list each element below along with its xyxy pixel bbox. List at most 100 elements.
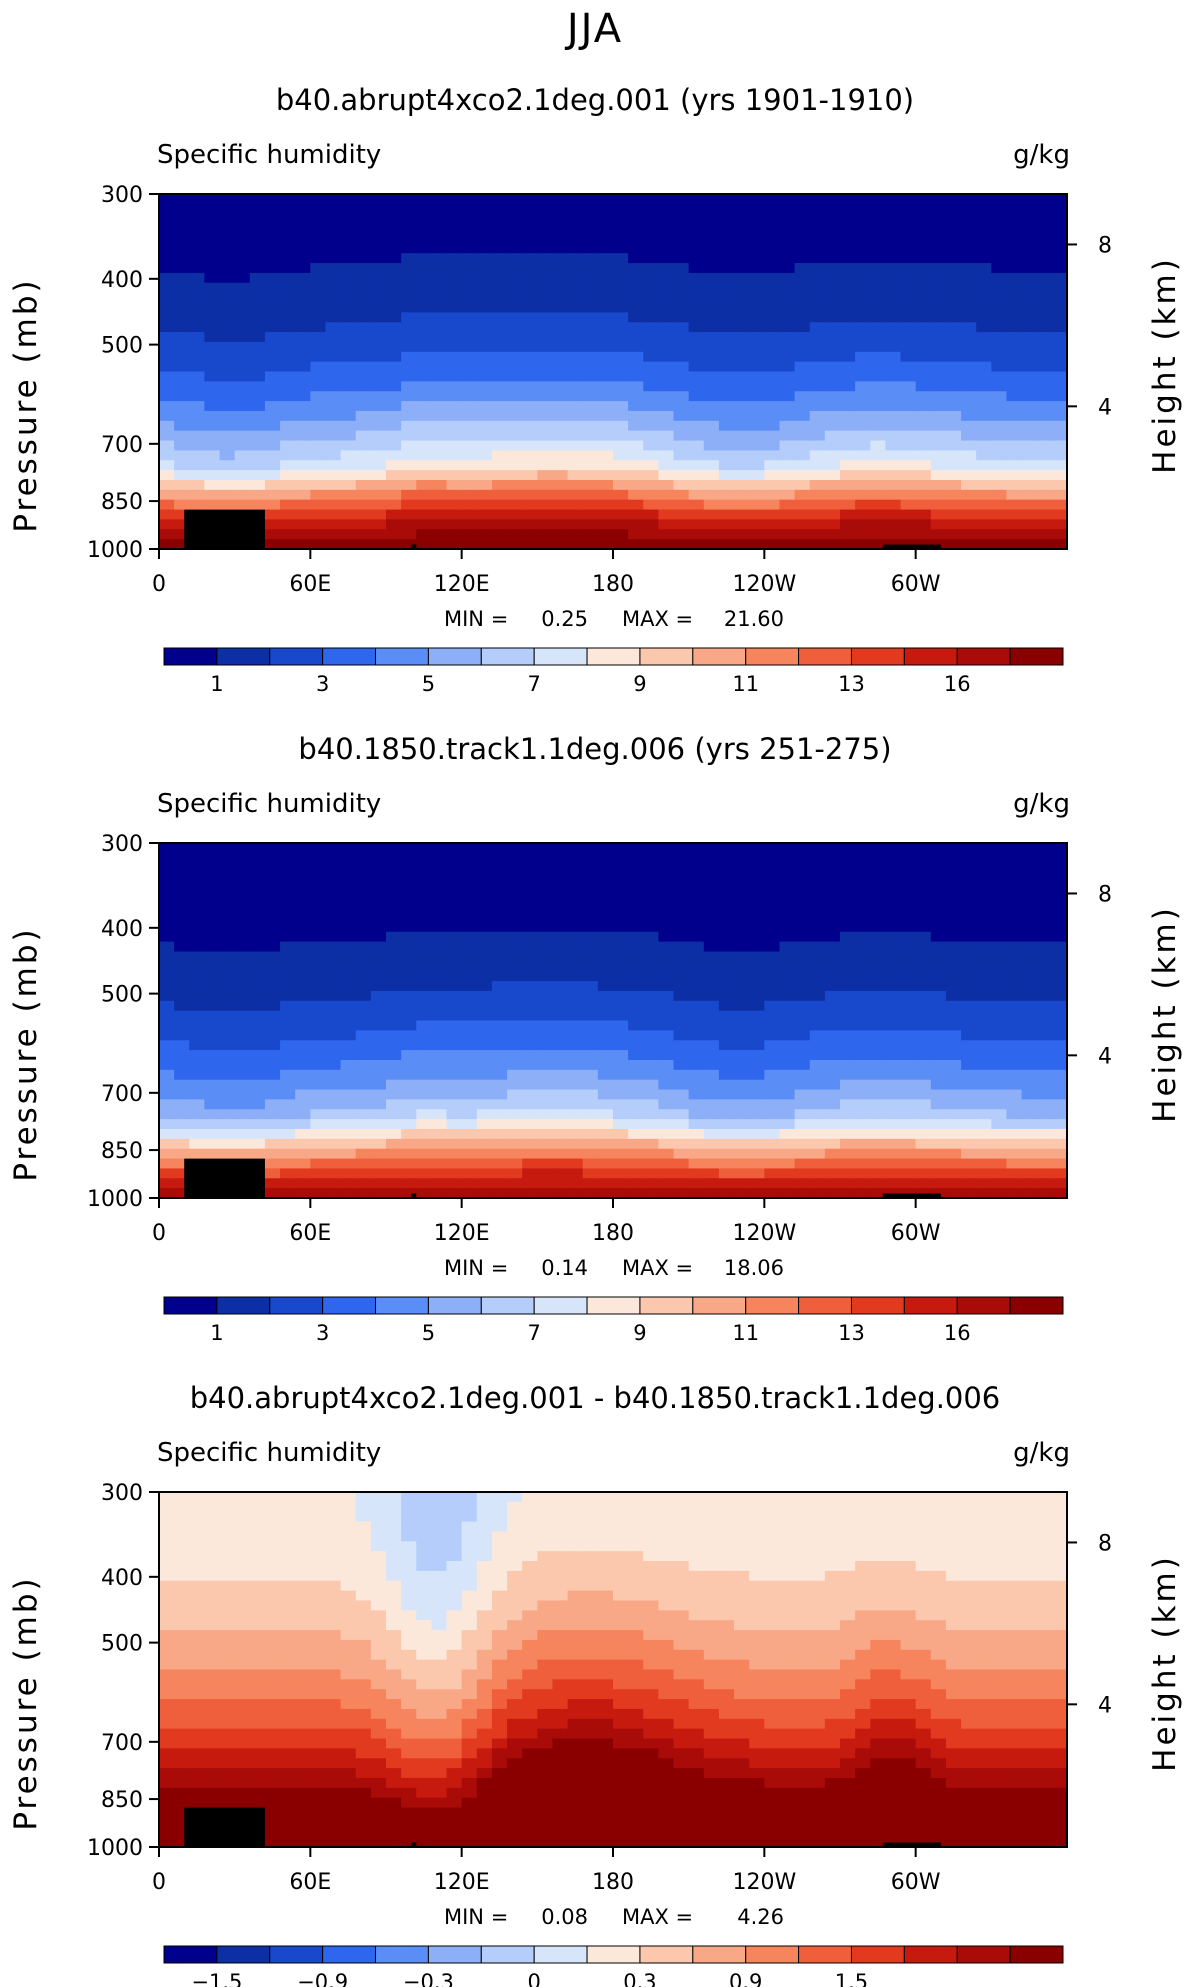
contour-cell [900,391,917,402]
contour-cell [189,450,205,461]
contour-cell [280,1699,296,1710]
contour-cell [507,1099,523,1110]
contour-cell [915,941,932,953]
contour-cell [537,862,554,874]
contour-cell [522,1059,538,1071]
contour-cell [234,852,251,864]
contour-cell [976,499,992,511]
contour-cell [976,479,992,491]
contour-cell [204,282,221,294]
contour-cell [189,263,205,274]
contour-cell [355,440,372,451]
contour-cell [491,410,508,422]
contour-cell [688,341,705,353]
contour-cell [159,223,175,235]
contour-cell [174,1837,190,1848]
contour-cell [219,1679,236,1690]
y-tick-label: 850 [101,1139,143,1164]
contour-cell [325,282,342,294]
contour-cell [840,272,856,284]
contour-cell [794,223,811,235]
contour-cell [370,872,387,884]
contour-cell [295,892,311,903]
contour-cell [189,1069,205,1081]
contour-cell [567,410,584,422]
contour-cell [840,450,856,461]
contour-cell [370,1679,387,1690]
contour-cell [870,223,886,235]
contour-cell [219,951,236,962]
contour-cell [961,243,977,254]
contour-cell [431,862,448,874]
contour-cell [915,401,932,412]
contour-cell [355,529,372,540]
contour-cell [734,302,750,313]
contour-cell [370,921,387,933]
contour-cell [204,292,221,304]
contour-cell [688,539,705,550]
contour-cell [325,1620,342,1631]
contour-cell [613,892,629,903]
contour-cell [1036,519,1053,530]
contour-cell [280,872,296,884]
contour-cell [552,961,569,972]
contour-cell [628,941,644,953]
contour-cell [688,203,705,215]
contour-cell [189,420,205,432]
contour-cell [870,341,886,353]
contour-cell [507,1059,523,1071]
contour-cell [870,381,886,392]
contour-cell [855,282,871,294]
contour-cell [945,1079,962,1091]
contour-cell [779,420,796,432]
contour-cell [1036,852,1053,864]
contour-cell [325,1590,342,1602]
contour-cell [597,440,614,451]
contour-cell [219,1590,236,1602]
contour-cell [174,1748,190,1759]
contour-cell [1006,272,1023,284]
contour-cell [355,981,372,992]
contour-cell [779,892,796,903]
contour-cell [552,194,569,205]
contour-cell [991,1010,1008,1022]
panel-1: b40.abrupt4xco2.1deg.001 (yrs 1901-1910)… [8,83,1183,696]
contour-cell [976,233,992,244]
contour-cell [295,1590,311,1602]
contour-cell [1006,519,1023,530]
contour-cell [673,519,690,530]
contour-cell [809,341,826,353]
contour-cell [264,1000,281,1012]
contour-cell [189,1059,205,1071]
contour-cell [264,1590,281,1602]
contour-cell [794,420,811,432]
contour-cell [945,1109,962,1120]
contour-cell [234,430,251,442]
contour-cell [658,882,675,893]
contour-cell [567,391,584,402]
contour-cell [295,1570,311,1582]
contour-cell [204,470,221,481]
contour-cell [764,322,781,333]
contour-cell [370,1010,387,1022]
contour-cell [370,223,387,235]
contour-cell [961,430,977,442]
colorbar-label: 3 [316,1321,329,1345]
contour-cell [930,479,947,491]
contour-cell [264,1531,281,1542]
contour-cell [1006,990,1023,1002]
contour-cell [915,1128,932,1140]
contour-cell [476,539,493,550]
contour-cell [734,450,750,461]
contour-cell [280,1639,296,1651]
x-tick-label: 180 [592,572,634,597]
contour-cell [734,931,750,943]
contour-cell [794,253,811,264]
contour-cell [295,1089,311,1100]
contour-cell [446,450,463,461]
contour-cell [264,509,281,521]
contour-cell [476,194,493,205]
contour-cell [749,410,765,422]
contour-cell [325,1679,342,1690]
contour-cell [764,282,781,294]
